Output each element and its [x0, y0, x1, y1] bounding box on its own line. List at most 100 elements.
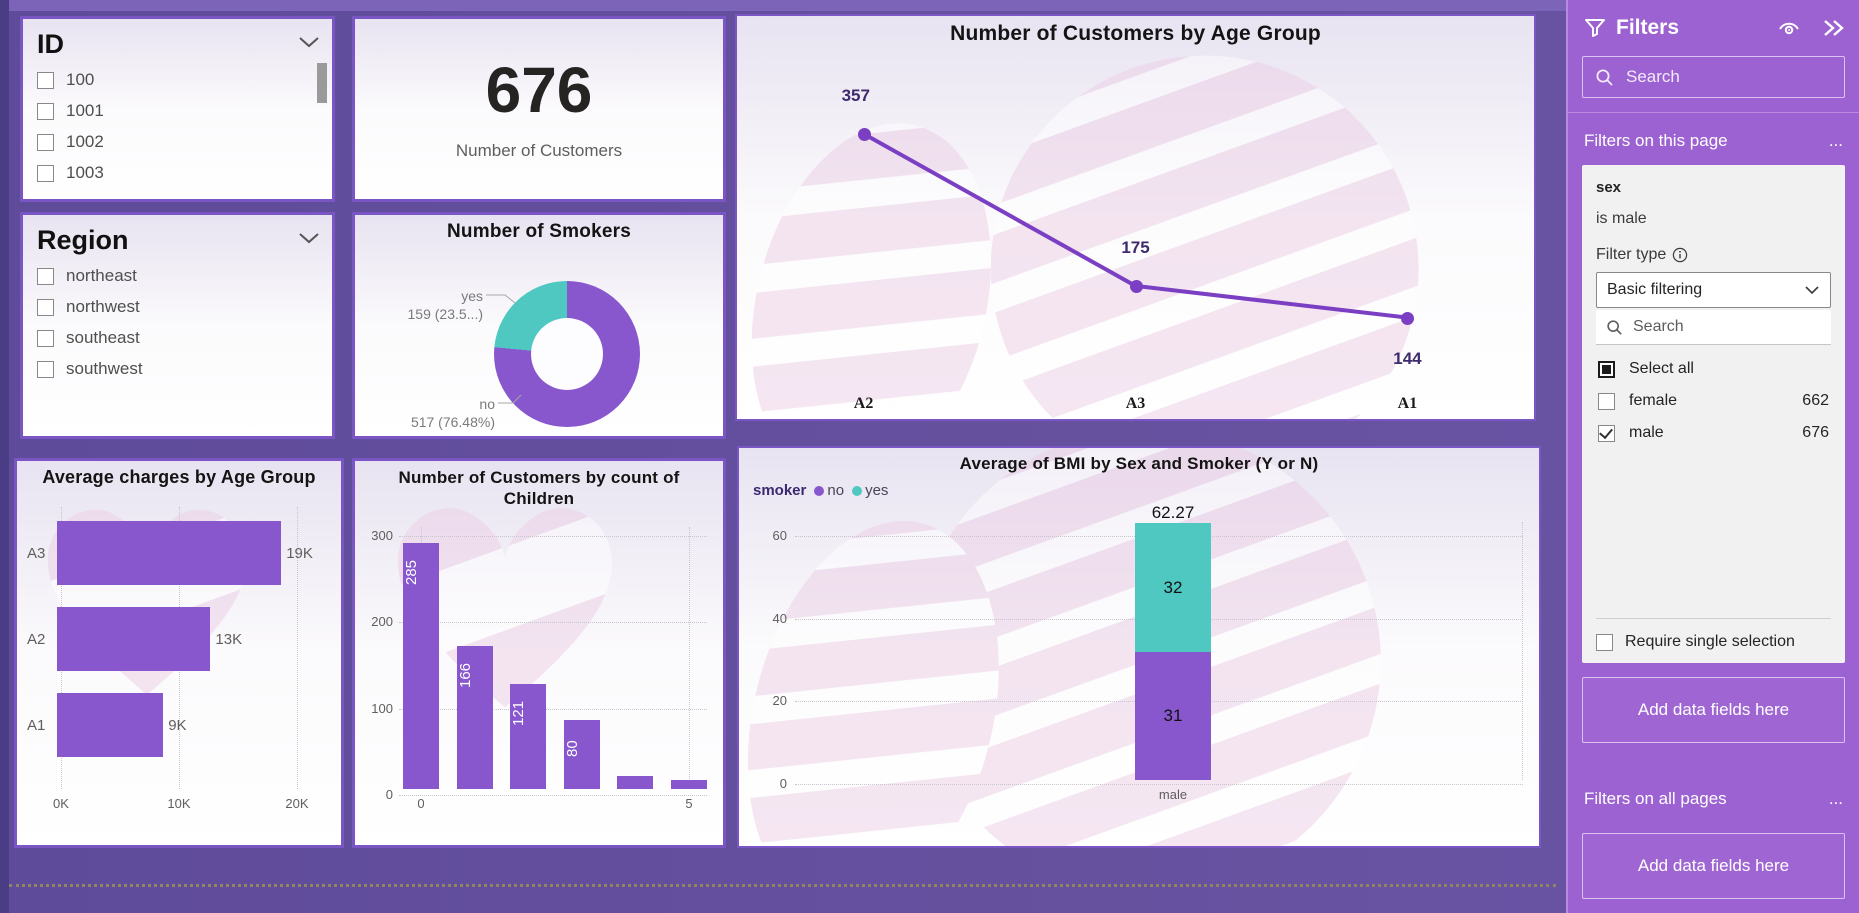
filters-search-input[interactable]: Search: [1582, 56, 1845, 98]
filters-pane: Filters Search Filters on this page ... …: [1566, 0, 1859, 913]
checkbox[interactable]: [1598, 424, 1615, 442]
chart-title: Number of Customers by count of Children: [398, 468, 680, 508]
column-children-3[interactable]: 80: [563, 719, 600, 789]
gridline: [795, 784, 1523, 785]
bmi-stacked-chart: Average of BMI by Sex and Smoker (Y or N…: [737, 446, 1541, 848]
charges-by-age-chart: Average charges by Age Group 0K 10K 20K A3 1…: [14, 458, 344, 848]
y-axis-tick: 40: [772, 610, 787, 626]
info-icon[interactable]: [1672, 247, 1688, 263]
filters-on-this-page-header: Filters on this page ...: [1584, 131, 1843, 150]
gridline: [399, 795, 707, 796]
data-point-A1[interactable]: [1401, 311, 1415, 325]
filter-values-search-input[interactable]: Search: [1596, 310, 1831, 345]
divider: [1568, 112, 1859, 113]
filter-type-dropdown[interactable]: Basic filtering: [1596, 272, 1831, 308]
region-slicer-item[interactable]: northwest: [37, 297, 318, 317]
id-slicer-scrollbar[interactable]: [317, 63, 327, 181]
left-band: [0, 0, 9, 913]
checkbox[interactable]: [37, 329, 54, 347]
filters-pane-title: Filters: [1616, 16, 1680, 39]
chevron-down-icon[interactable]: [298, 231, 320, 245]
column-children-5[interactable]: [671, 780, 707, 789]
checkbox[interactable]: [37, 298, 54, 316]
x-axis-label: A2: [853, 395, 874, 412]
option-label: Select all: [1629, 360, 1694, 377]
gridline: [399, 535, 707, 537]
top-band: [0, 0, 1566, 11]
scroll-thumb[interactable]: [317, 63, 327, 103]
chart-title: Number of Customers by Age Group: [950, 22, 1321, 45]
region-slicer-item[interactable]: southeast: [37, 328, 318, 348]
checkbox[interactable]: [37, 267, 54, 285]
column-children-1[interactable]: 166: [456, 645, 493, 789]
checkbox[interactable]: [37, 102, 54, 120]
checkbox[interactable]: [37, 133, 54, 151]
column-children-4[interactable]: [617, 776, 654, 789]
search-icon: [1596, 69, 1613, 86]
data-label: 9K: [168, 716, 187, 734]
data-label: 175: [1121, 237, 1150, 257]
checkbox[interactable]: [1598, 360, 1615, 378]
legend-title: smoker: [753, 482, 807, 499]
bar-A3[interactable]: [57, 521, 282, 585]
legend-item-no[interactable]: no: [814, 482, 844, 499]
more-options-icon[interactable]: ...: [1828, 131, 1843, 150]
column-children-0[interactable]: 285: [403, 542, 439, 789]
checkbox[interactable]: [37, 164, 54, 182]
column-children-2[interactable]: 121: [510, 684, 547, 789]
id-slicer-item[interactable]: 1003: [37, 163, 318, 183]
region-slicer-title: Region: [37, 225, 129, 255]
bar-A1[interactable]: [57, 693, 164, 757]
data-label: 121: [510, 700, 528, 726]
id-slicer-title: ID: [37, 29, 64, 59]
option-count: 676: [1802, 424, 1829, 441]
id-slicer-item[interactable]: 100: [37, 70, 318, 90]
slicer-item-label: northeast: [66, 266, 137, 285]
x-axis-label: A1: [1397, 395, 1418, 412]
option-label: female: [1629, 392, 1678, 409]
legend-dot-no: [814, 485, 825, 496]
filter-option-male[interactable]: male 676: [1596, 417, 1831, 449]
region-slicer-item[interactable]: southwest: [37, 359, 318, 379]
region-slicer: Region northeast northwest southeast southw…: [20, 212, 335, 439]
customers-by-age-chart: Number of Customers by Age Group 357 A2 17…: [735, 14, 1536, 421]
stacked-segment-yes[interactable]: 32: [1135, 523, 1211, 653]
region-slicer-item[interactable]: northeast: [37, 266, 318, 286]
checkbox[interactable]: [37, 71, 54, 89]
data-label: 357: [841, 85, 870, 105]
stacked-segment-no[interactable]: 31: [1135, 652, 1211, 780]
search-placeholder: Search: [1633, 318, 1684, 335]
filter-option-select-all[interactable]: Select all: [1596, 353, 1831, 385]
require-single-selection[interactable]: Require single selection: [1596, 618, 1831, 651]
charges-plot: 0K 10K 20K A3 19K A2 13K A1 9K: [27, 507, 331, 811]
checkbox[interactable]: [37, 360, 54, 378]
search-placeholder: Search: [1626, 67, 1680, 86]
donut-hole: [531, 318, 603, 390]
data-label: 19K: [286, 544, 313, 562]
more-options-icon[interactable]: ...: [1828, 789, 1843, 808]
customers-by-children-chart: Number of Customers by count of Children…: [352, 458, 726, 848]
filter-option-female[interactable]: female 662: [1596, 385, 1831, 417]
chevron-down-icon[interactable]: [298, 35, 320, 49]
legend-dot-yes: [852, 485, 863, 496]
donut-label-no: no 517 (76.48%): [410, 396, 495, 430]
require-single-checkbox[interactable]: [1596, 633, 1613, 651]
data-point-A3[interactable]: [1129, 279, 1143, 293]
add-data-fields-button-all-pages[interactable]: Add data fields here: [1582, 833, 1845, 899]
id-slicer-item[interactable]: 1001: [37, 101, 318, 121]
data-point-A2[interactable]: [857, 127, 871, 141]
y-axis-tick: 60: [772, 528, 787, 544]
line-series: [747, 64, 1524, 381]
line-plot: 357 A2 175 A3 144 A1: [747, 64, 1524, 412]
gridline: [399, 708, 707, 710]
eye-icon[interactable]: [1777, 19, 1801, 37]
checkbox[interactable]: [1598, 392, 1615, 410]
x-axis-tick: 5: [685, 796, 693, 811]
collapse-pane-icon[interactable]: [1821, 19, 1845, 37]
add-data-fields-button[interactable]: Add data fields here: [1582, 677, 1845, 743]
smokers-donut-chart: Number of Smokers yes 159 (23.5...) no 5…: [352, 212, 726, 439]
bar-A2[interactable]: [57, 607, 211, 671]
data-label: 166: [456, 661, 474, 688]
legend-item-yes[interactable]: yes: [852, 482, 888, 499]
id-slicer-item[interactable]: 1002: [37, 132, 318, 152]
